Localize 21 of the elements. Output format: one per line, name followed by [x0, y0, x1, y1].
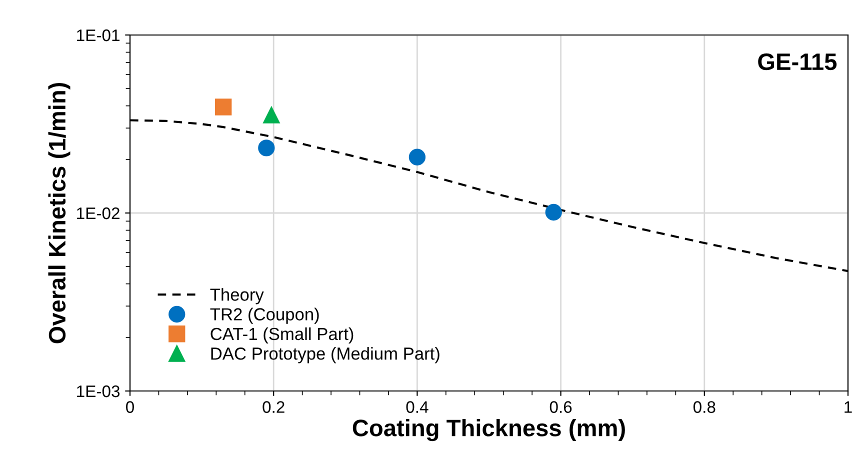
point — [215, 98, 232, 116]
x-tick-label: 0.4 — [406, 401, 428, 413]
point — [545, 204, 562, 221]
point — [408, 148, 426, 166]
legend-label: TR2 (Coupon) — [210, 308, 319, 324]
x-tick-label: 0.8 — [693, 401, 716, 413]
y-tick-label: 1E-01 — [77, 29, 120, 42]
x-tick-label: 0 — [126, 401, 134, 413]
y-tick-label: 1E-03 — [77, 385, 120, 398]
y-tick-label: 1E-02 — [77, 207, 120, 220]
y-axis-title: Overall Kinetics (1/min) — [48, 82, 70, 344]
x-tick-label: 0.2 — [262, 401, 284, 413]
x-tick-label: 1 — [844, 401, 852, 413]
x-tick-label: 0.6 — [550, 401, 572, 413]
point — [258, 140, 275, 156]
legend-label: CAT-1 (Small Part) — [210, 327, 354, 344]
legend-label: Theory — [210, 288, 264, 304]
legend-label: DAC Prototype (Medium Part) — [211, 347, 440, 364]
point — [263, 106, 280, 124]
x-axis-title: Coating Thickness (mm) — [352, 419, 625, 442]
annotation: GE-115 — [758, 53, 837, 70]
